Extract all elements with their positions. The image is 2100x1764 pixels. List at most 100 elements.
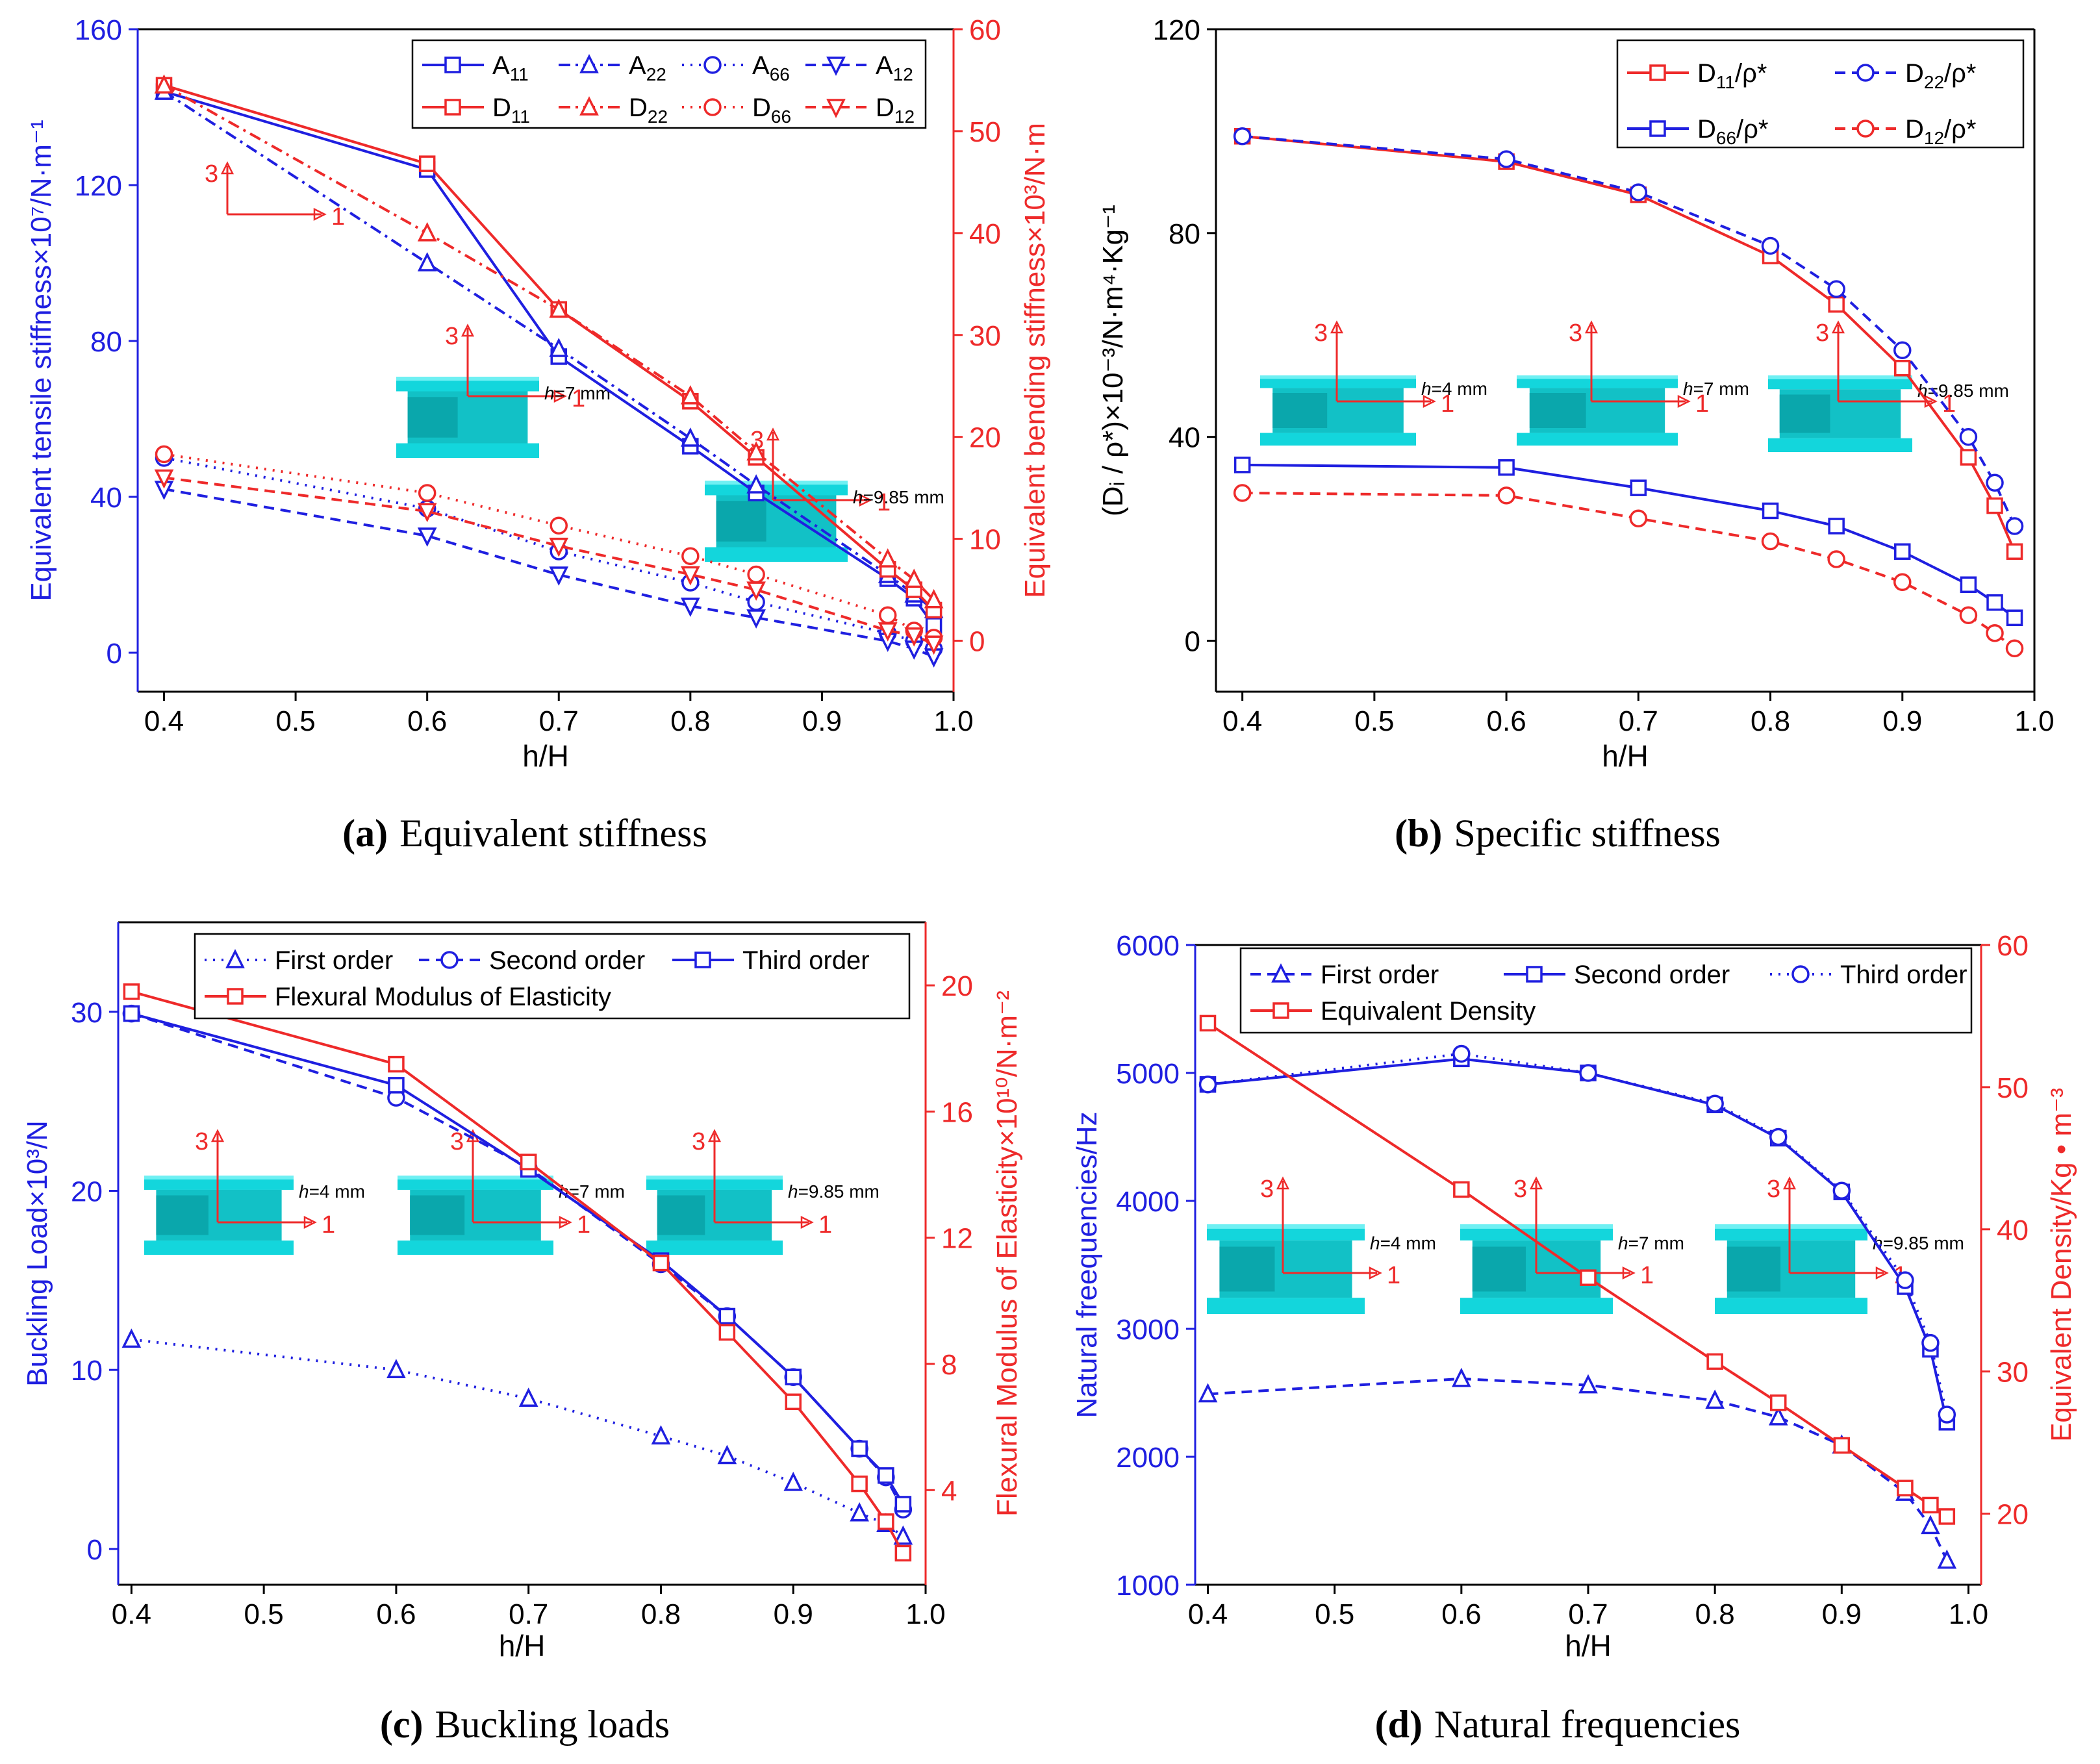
inset-arrow-1 bbox=[1423, 394, 1436, 409]
inset-label-3: 3 bbox=[1513, 1176, 1527, 1203]
inset-bottom-sheet bbox=[144, 1241, 294, 1255]
inset-label-3: 3 bbox=[205, 160, 218, 188]
inset-core-shadow bbox=[410, 1195, 465, 1235]
y-tick-label: 0 bbox=[1185, 626, 1200, 658]
x-tick-label: 0.7 bbox=[509, 1598, 548, 1630]
data-point bbox=[417, 221, 437, 242]
x-tick-label: 0.9 bbox=[1882, 705, 1922, 737]
legend-label-sub: 12 bbox=[894, 107, 915, 127]
inset-label-1: 1 bbox=[1640, 1262, 1654, 1289]
legend-label: A66 bbox=[752, 51, 790, 84]
data-point bbox=[681, 566, 700, 586]
inset-arrow-3 bbox=[707, 1129, 722, 1142]
series-line bbox=[131, 1012, 905, 1511]
inset-label-3: 3 bbox=[445, 323, 459, 350]
inset-arrow-1 bbox=[800, 1215, 814, 1229]
legend-marker bbox=[579, 96, 599, 116]
inset-arrow-3 bbox=[1831, 320, 1845, 334]
data-point bbox=[904, 627, 924, 647]
inset-h-italic: h bbox=[1618, 1233, 1628, 1254]
data-point bbox=[1959, 427, 1978, 446]
sandwich-inset: 31h=9.85 mm bbox=[646, 1128, 879, 1255]
inset-arrow-1 bbox=[1369, 1266, 1382, 1280]
x-tick-label: 0.7 bbox=[539, 705, 579, 737]
inset-bottom-sheet bbox=[705, 547, 848, 562]
data-point bbox=[2005, 639, 2024, 658]
inset-h-italic: h bbox=[1421, 379, 1432, 399]
data-point bbox=[1893, 341, 1912, 360]
x-tick-label: 0.5 bbox=[244, 1598, 284, 1630]
data-point bbox=[1960, 576, 1977, 593]
data-point bbox=[1986, 624, 2004, 642]
data-point bbox=[1498, 459, 1515, 476]
data-point bbox=[549, 566, 569, 586]
inset-h-value: =4 mm bbox=[309, 1181, 365, 1202]
inset-h-value: =4 mm bbox=[1432, 379, 1487, 399]
data-point bbox=[746, 581, 766, 601]
inset-core-shadow bbox=[1219, 1246, 1275, 1292]
y2-axis-label: Flexural Modulus of Elasticity×10¹⁰/N·m⁻… bbox=[991, 990, 1023, 1517]
legend-marker bbox=[579, 54, 599, 73]
x-tick-label: 1.0 bbox=[905, 1598, 945, 1630]
y2-tick-label: 40 bbox=[1997, 1215, 2029, 1246]
legend-label: Second order bbox=[489, 946, 645, 975]
data-point bbox=[1233, 484, 1252, 502]
data-point bbox=[1894, 543, 1911, 560]
y2-tick-label: 50 bbox=[969, 116, 1001, 148]
data-point bbox=[417, 252, 437, 271]
data-point bbox=[1937, 1549, 1957, 1569]
x-tick-label: 0.8 bbox=[1751, 705, 1790, 737]
y-tick-label: 120 bbox=[75, 170, 122, 202]
data-point bbox=[785, 1368, 802, 1385]
data-point bbox=[1959, 606, 1978, 625]
series-d22 bbox=[154, 74, 944, 609]
inset-arrow-1 bbox=[559, 1215, 572, 1229]
data-point bbox=[1769, 1128, 1788, 1146]
data-point bbox=[1452, 1367, 1471, 1387]
data-point bbox=[1921, 1515, 1940, 1535]
inset-core-shadow bbox=[1472, 1246, 1526, 1292]
sandwich-inset: 31h=9.85 mm bbox=[1715, 1176, 1964, 1314]
data-point bbox=[418, 155, 436, 172]
data-point bbox=[417, 503, 437, 523]
inset-arrow-1 bbox=[859, 493, 872, 507]
inset-bottom-sheet bbox=[1207, 1298, 1365, 1314]
data-point bbox=[1938, 1405, 1956, 1424]
y-axis-label: (Dᵢ / ρ*)×10⁻³/N·m⁴·Kg⁻¹ bbox=[1097, 205, 1129, 516]
inset-h-label: h=7 mm bbox=[1683, 379, 1749, 399]
inset-bottom-sheet bbox=[396, 443, 539, 458]
y-tick-label: 2000 bbox=[1116, 1442, 1180, 1474]
data-point bbox=[1233, 457, 1251, 473]
series-d22- bbox=[1233, 127, 2024, 535]
y-tick-label: 0 bbox=[87, 1534, 103, 1566]
y-axis-label: Natural freequencies/Hz bbox=[1071, 1111, 1103, 1418]
data-point bbox=[681, 547, 700, 566]
inset-h-value: =9.85 mm bbox=[863, 487, 944, 507]
legend-marker bbox=[1272, 1002, 1289, 1019]
panel-c-buckling-loads: 0.4 0.5 0.6 0.7 0.8 0.9 1.0 h/H 0 10 20 30 Buckling … bbox=[21, 921, 1023, 1663]
legend-label: D22 bbox=[629, 94, 668, 127]
y2-tick-label: 20 bbox=[1997, 1499, 2029, 1531]
data-point bbox=[418, 484, 436, 502]
caption-b: (b) Specific stiffness bbox=[1395, 812, 1721, 855]
x-tick-label: 0.9 bbox=[802, 705, 842, 737]
legend-label-sub: 11 bbox=[510, 64, 529, 84]
data-point bbox=[155, 445, 173, 464]
legend-label: First order bbox=[275, 946, 393, 975]
x-tick-label: 1.0 bbox=[2014, 705, 2054, 737]
legend-label-sub: 22 bbox=[648, 107, 668, 127]
data-point bbox=[681, 598, 700, 617]
legend-marker bbox=[1856, 120, 1875, 138]
legend-marker bbox=[694, 951, 711, 968]
legend-label-base: A bbox=[876, 51, 893, 80]
sandwich-inset: 31h=7 mm bbox=[398, 1128, 625, 1255]
series-first-order bbox=[1198, 1367, 1957, 1569]
legend-label-sub: 66 bbox=[1716, 128, 1736, 148]
legend-box bbox=[411, 39, 927, 129]
inset-label-3: 3 bbox=[692, 1128, 705, 1155]
inset-highlight bbox=[705, 481, 848, 485]
data-point bbox=[123, 983, 140, 1000]
